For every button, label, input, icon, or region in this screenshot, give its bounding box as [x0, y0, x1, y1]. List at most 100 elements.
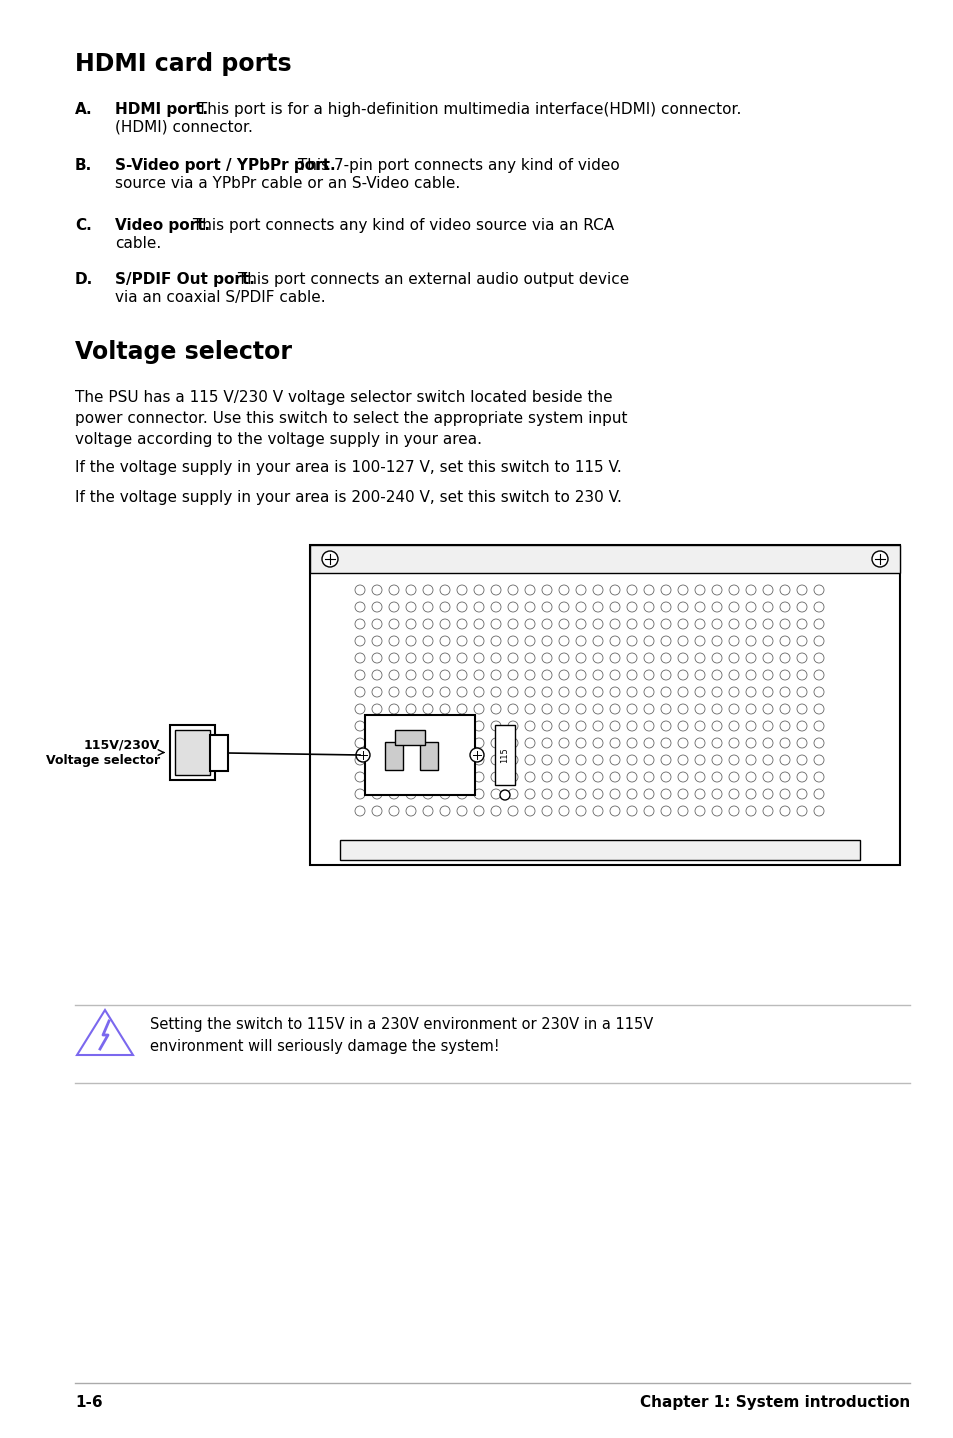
Circle shape [422, 772, 433, 782]
Circle shape [389, 738, 398, 748]
Circle shape [558, 653, 568, 663]
Circle shape [524, 653, 535, 663]
Circle shape [728, 585, 739, 595]
Circle shape [355, 789, 365, 800]
Circle shape [695, 636, 704, 646]
Circle shape [780, 789, 789, 800]
Text: Voltage selector: Voltage selector [75, 339, 292, 364]
Circle shape [593, 720, 602, 731]
Circle shape [439, 772, 450, 782]
Circle shape [678, 755, 687, 765]
Circle shape [491, 807, 500, 815]
Circle shape [558, 738, 568, 748]
Circle shape [474, 636, 483, 646]
Circle shape [660, 772, 670, 782]
Circle shape [626, 807, 637, 815]
Circle shape [491, 789, 500, 800]
Bar [495, 725, 515, 785]
Circle shape [796, 772, 806, 782]
Circle shape [406, 738, 416, 748]
Circle shape [762, 603, 772, 613]
Circle shape [355, 670, 365, 680]
Circle shape [695, 772, 704, 782]
Circle shape [372, 789, 381, 800]
Circle shape [558, 687, 568, 697]
Circle shape [491, 772, 500, 782]
Circle shape [439, 618, 450, 628]
Circle shape [762, 670, 772, 680]
Circle shape [711, 738, 721, 748]
Circle shape [796, 636, 806, 646]
Circle shape [491, 687, 500, 697]
Circle shape [728, 807, 739, 815]
Circle shape [355, 687, 365, 697]
Polygon shape [77, 1009, 132, 1055]
Circle shape [813, 755, 823, 765]
Circle shape [456, 705, 467, 715]
Circle shape [372, 720, 381, 731]
Circle shape [813, 738, 823, 748]
Circle shape [422, 618, 433, 628]
Circle shape [474, 738, 483, 748]
Circle shape [678, 653, 687, 663]
Circle shape [576, 705, 585, 715]
Circle shape [678, 618, 687, 628]
Text: Chapter 1: System introduction: Chapter 1: System introduction [639, 1395, 909, 1411]
Circle shape [406, 603, 416, 613]
Circle shape [813, 720, 823, 731]
Circle shape [728, 687, 739, 697]
Circle shape [389, 618, 398, 628]
Circle shape [813, 636, 823, 646]
Circle shape [507, 618, 517, 628]
Circle shape [796, 755, 806, 765]
Circle shape [711, 772, 721, 782]
Circle shape [491, 670, 500, 680]
Circle shape [474, 653, 483, 663]
Circle shape [593, 789, 602, 800]
Circle shape [576, 670, 585, 680]
Circle shape [813, 670, 823, 680]
Circle shape [372, 807, 381, 815]
Circle shape [355, 618, 365, 628]
Circle shape [524, 720, 535, 731]
Circle shape [541, 738, 552, 748]
Circle shape [626, 772, 637, 782]
Circle shape [439, 720, 450, 731]
Circle shape [355, 705, 365, 715]
Circle shape [456, 720, 467, 731]
Circle shape [406, 636, 416, 646]
Circle shape [660, 755, 670, 765]
Circle shape [389, 789, 398, 800]
Circle shape [660, 670, 670, 680]
Circle shape [474, 772, 483, 782]
Circle shape [406, 653, 416, 663]
Circle shape [660, 687, 670, 697]
Circle shape [643, 789, 654, 800]
Circle shape [524, 807, 535, 815]
Circle shape [609, 585, 619, 595]
Circle shape [576, 618, 585, 628]
Circle shape [456, 670, 467, 680]
Circle shape [439, 789, 450, 800]
Bar [174, 731, 210, 775]
Circle shape [389, 687, 398, 697]
Circle shape [541, 807, 552, 815]
Circle shape [558, 670, 568, 680]
Circle shape [474, 603, 483, 613]
Circle shape [507, 720, 517, 731]
Text: B.: B. [75, 158, 92, 173]
Circle shape [609, 772, 619, 782]
Circle shape [643, 738, 654, 748]
Circle shape [745, 772, 755, 782]
Circle shape [762, 720, 772, 731]
Circle shape [499, 789, 510, 800]
Circle shape [558, 807, 568, 815]
Text: (HDMI) connector.: (HDMI) connector. [115, 119, 253, 135]
Circle shape [813, 705, 823, 715]
Circle shape [524, 585, 535, 595]
Circle shape [796, 738, 806, 748]
Circle shape [389, 585, 398, 595]
Circle shape [695, 585, 704, 595]
Circle shape [355, 720, 365, 731]
Circle shape [372, 772, 381, 782]
